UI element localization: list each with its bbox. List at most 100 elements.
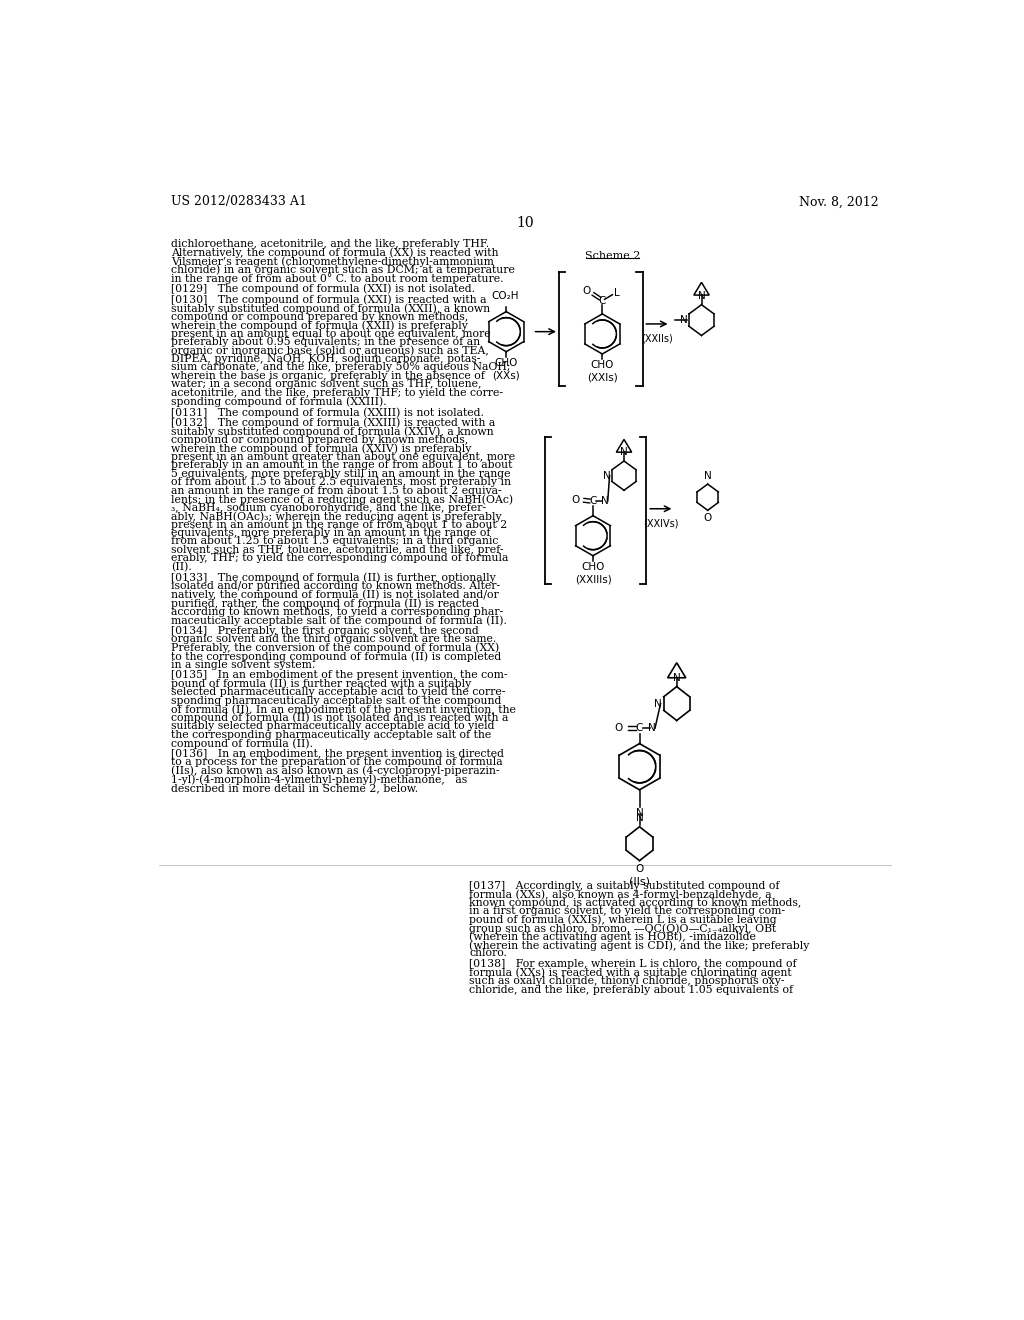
Text: equivalents, more preferably in an amount in the range of: equivalents, more preferably in an amoun… — [171, 528, 490, 539]
Text: formula (XXs) is reacted with a suitable chlorinating agent: formula (XXs) is reacted with a suitable… — [469, 968, 792, 978]
Text: [0138]   For example, wherein L is chloro, the compound of: [0138] For example, wherein L is chloro,… — [469, 960, 797, 969]
Text: chloride, and the like, preferably about 1.05 equivalents of: chloride, and the like, preferably about… — [469, 985, 794, 994]
Text: O: O — [583, 286, 591, 296]
Text: ₃, NaBH₄, sodium cyanoborohydride, and the like, prefer-: ₃, NaBH₄, sodium cyanoborohydride, and t… — [171, 503, 485, 512]
Text: chloro.: chloro. — [469, 948, 507, 958]
Text: wherein the compound of formula (XXII) is preferably: wherein the compound of formula (XXII) i… — [171, 321, 468, 331]
Text: N: N — [636, 813, 643, 822]
Text: [0133]   The compound of formula (II) is further, optionally: [0133] The compound of formula (II) is f… — [171, 573, 496, 583]
Text: [0135]   In an embodiment of the present invention, the com-: [0135] In an embodiment of the present i… — [171, 671, 507, 680]
Text: [0137]   Accordingly, a suitably substituted compound of: [0137] Accordingly, a suitably substitut… — [469, 880, 779, 891]
Text: preferably in an amount in the range of from about 1 to about: preferably in an amount in the range of … — [171, 461, 512, 470]
Text: CO₂H: CO₂H — [490, 290, 518, 301]
Text: N: N — [648, 723, 655, 733]
Text: acetonitrile, and the like, preferably THF; to yield the corre-: acetonitrile, and the like, preferably T… — [171, 388, 503, 397]
Text: known compound, is activated according to known methods,: known compound, is activated according t… — [469, 898, 802, 908]
Text: N: N — [673, 673, 681, 682]
Text: compound or compound prepared by known methods,: compound or compound prepared by known m… — [171, 312, 468, 322]
Text: N: N — [703, 471, 712, 480]
Text: [0129]   The compound of formula (XXI) is not isolated.: [0129] The compound of formula (XXI) is … — [171, 284, 475, 294]
Text: natively, the compound of formula (II) is not isolated and/or: natively, the compound of formula (II) i… — [171, 590, 499, 601]
Text: O: O — [703, 513, 712, 523]
Text: sponding compound of formula (XXIII).: sponding compound of formula (XXIII). — [171, 396, 386, 407]
Text: in a single solvent system.: in a single solvent system. — [171, 660, 314, 669]
Text: maceutically acceptable salt of the compound of formula (II).: maceutically acceptable salt of the comp… — [171, 615, 507, 626]
Text: such as oxalyl chloride, thionyl chloride, phosphorus oxy-: such as oxalyl chloride, thionyl chlorid… — [469, 977, 784, 986]
Text: to a process for the preparation of the compound of formula: to a process for the preparation of the … — [171, 758, 502, 767]
Text: suitably substituted compound of formula (XXII), a known: suitably substituted compound of formula… — [171, 304, 489, 314]
Text: N: N — [654, 698, 663, 709]
Text: CHO: CHO — [591, 360, 614, 370]
Text: Vilsmeier’s reagent (chloromethylene-dimethyl-ammonium: Vilsmeier’s reagent (chloromethylene-dim… — [171, 256, 494, 267]
Text: N: N — [601, 496, 608, 506]
Text: (XXs): (XXs) — [493, 370, 520, 380]
Text: N: N — [636, 808, 643, 818]
Text: DIPEA, pyridine, NaOH, KOH, sodium carbonate, potas-: DIPEA, pyridine, NaOH, KOH, sodium carbo… — [171, 354, 480, 364]
Text: formula (XXs), also known as 4-formyl-benzaldehyde, a: formula (XXs), also known as 4-formyl-be… — [469, 890, 772, 900]
Text: [0136]   In an embodiment, the present invention is directed: [0136] In an embodiment, the present inv… — [171, 748, 504, 759]
Text: N: N — [603, 471, 611, 480]
Text: preferably about 0.95 equivalents; in the presence of an: preferably about 0.95 equivalents; in th… — [171, 337, 480, 347]
Text: (IIs): (IIs) — [629, 876, 650, 886]
Text: Preferably, the conversion of the compound of formula (XX): Preferably, the conversion of the compou… — [171, 643, 499, 653]
Text: selected pharmaceutically acceptable acid to yield the corre-: selected pharmaceutically acceptable aci… — [171, 688, 505, 697]
Text: compound of formula (II).: compound of formula (II). — [171, 738, 312, 748]
Text: N: N — [621, 447, 628, 457]
Text: suitably substituted compound of formula (XXIV), a known: suitably substituted compound of formula… — [171, 426, 494, 437]
Text: compound of formula (II) is not isolated and is reacted with a: compound of formula (II) is not isolated… — [171, 713, 508, 723]
Text: present in an amount greater than about one equivalent, more: present in an amount greater than about … — [171, 451, 515, 462]
Text: purified, rather, the compound of formula (II) is reacted: purified, rather, the compound of formul… — [171, 598, 479, 609]
Text: sium carbonate, and the like, preferably 50% aqueous NaOH;: sium carbonate, and the like, preferably… — [171, 363, 510, 372]
Text: ably, NaBH(OAc)₃; wherein the reducing agent is preferably: ably, NaBH(OAc)₃; wherein the reducing a… — [171, 511, 502, 521]
Text: [0134]   Preferably, the first organic solvent, the second: [0134] Preferably, the first organic sol… — [171, 626, 478, 636]
Text: (wherein the activating agent is HOBt), -imidazolide: (wherein the activating agent is HOBt), … — [469, 932, 756, 942]
Text: Nov. 8, 2012: Nov. 8, 2012 — [800, 195, 879, 209]
Text: 10: 10 — [516, 216, 534, 230]
Text: N: N — [680, 315, 688, 325]
Text: wherein the base is organic, preferably in the absence of: wherein the base is organic, preferably … — [171, 371, 484, 381]
Text: (II).: (II). — [171, 562, 191, 572]
Text: Scheme 2: Scheme 2 — [585, 251, 640, 261]
Text: (XXIs): (XXIs) — [587, 372, 617, 383]
Text: Alternatively, the compound of formula (XX) is reacted with: Alternatively, the compound of formula (… — [171, 248, 498, 259]
Text: C: C — [590, 496, 597, 506]
Text: present in an amount equal to about one equivalent, more: present in an amount equal to about one … — [171, 329, 490, 338]
Text: wherein the compound of formula (XXIV) is preferably: wherein the compound of formula (XXIV) i… — [171, 444, 471, 454]
Text: present in an amount in the range of from about 1 to about 2: present in an amount in the range of fro… — [171, 520, 507, 529]
Text: dichloroethane, acetonitrile, and the like, preferably THF.: dichloroethane, acetonitrile, and the li… — [171, 239, 488, 249]
Text: an amount in the range of from about 1.5 to about 2 equiva-: an amount in the range of from about 1.5… — [171, 486, 502, 495]
Text: (XXIVs): (XXIVs) — [643, 519, 679, 529]
Text: organic solvent and the third organic solvent are the same.: organic solvent and the third organic so… — [171, 635, 496, 644]
Text: according to known methods, to yield a corresponding phar-: according to known methods, to yield a c… — [171, 607, 503, 616]
Text: C: C — [636, 723, 643, 733]
Text: [0131]   The compound of formula (XXIII) is not isolated.: [0131] The compound of formula (XXIII) i… — [171, 407, 483, 417]
Text: in the range of from about 0° C. to about room temperature.: in the range of from about 0° C. to abou… — [171, 273, 503, 284]
Text: pound of formula (XXIs), wherein L is a suitable leaving: pound of formula (XXIs), wherein L is a … — [469, 915, 776, 925]
Text: O: O — [635, 865, 644, 874]
Text: water; in a second organic solvent such as THF, toluene,: water; in a second organic solvent such … — [171, 379, 481, 389]
Text: [0130]   The compound of formula (XXI) is reacted with a: [0130] The compound of formula (XXI) is … — [171, 294, 486, 305]
Text: in a first organic solvent, to yield the corresponding com-: in a first organic solvent, to yield the… — [469, 906, 785, 916]
Text: from about 1.25 to about 1.5 equivalents; in a third organic: from about 1.25 to about 1.5 equivalents… — [171, 536, 498, 546]
Text: described in more detail in Scheme 2, below.: described in more detail in Scheme 2, be… — [171, 783, 418, 793]
Text: isolated and/or purified according to known methods. Alter-: isolated and/or purified according to kn… — [171, 581, 500, 591]
Text: N: N — [697, 290, 706, 301]
Text: C: C — [599, 296, 606, 306]
Text: lents; in the presence of a reducing agent such as NaBH(OAc): lents; in the presence of a reducing age… — [171, 494, 513, 504]
Text: pound of formula (II) is further reacted with a suitably: pound of formula (II) is further reacted… — [171, 678, 471, 689]
Text: O: O — [571, 495, 580, 506]
Text: to the corresponding compound of formula (II) is completed: to the corresponding compound of formula… — [171, 651, 501, 661]
Text: suitably selected pharmaceutically acceptable acid to yield: suitably selected pharmaceutically accep… — [171, 721, 495, 731]
Text: organic or inorganic base (solid or aqueous) such as TEA,: organic or inorganic base (solid or aque… — [171, 346, 488, 356]
Text: sponding pharmaceutically acceptable salt of the compound: sponding pharmaceutically acceptable sal… — [171, 696, 501, 706]
Text: 1-yl)-(4-morpholin-4-ylmethyl-phenyl)-methanone,   as: 1-yl)-(4-morpholin-4-ylmethyl-phenyl)-me… — [171, 775, 467, 785]
Text: 5 equivalents, more preferably still in an amount in the range: 5 equivalents, more preferably still in … — [171, 469, 510, 479]
Text: (wherein the activating agent is CDI), and the like; preferably: (wherein the activating agent is CDI), a… — [469, 940, 809, 950]
Text: [0132]   The compound of formula (XXIII) is reacted with a: [0132] The compound of formula (XXIII) i… — [171, 418, 495, 429]
Text: (XXIIIs): (XXIIIs) — [574, 574, 611, 585]
Text: the corresponding pharmaceutically acceptable salt of the: the corresponding pharmaceutically accep… — [171, 730, 490, 739]
Text: chloride) in an organic solvent such as DCM; at a temperature: chloride) in an organic solvent such as … — [171, 264, 514, 276]
Text: erably, THF; to yield the corresponding compound of formula: erably, THF; to yield the corresponding … — [171, 553, 508, 564]
Text: group such as chloro, bromo, —OC(O)O—C₁₋₄alkyl, OBt: group such as chloro, bromo, —OC(O)O—C₁₋… — [469, 923, 776, 933]
Text: US 2012/0283433 A1: US 2012/0283433 A1 — [171, 195, 306, 209]
